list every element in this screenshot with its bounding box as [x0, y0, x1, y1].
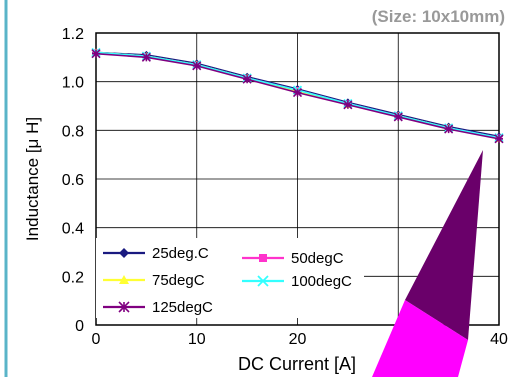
- x-tick-label: 0: [92, 331, 101, 348]
- data-point: [91, 49, 101, 59]
- y-tick-label: 1.2: [62, 26, 84, 43]
- series-125degC: [91, 49, 504, 144]
- y-tick-label: 0.4: [62, 221, 84, 238]
- callout-light-part: [372, 300, 468, 377]
- x-tick-label: 40: [490, 331, 508, 348]
- data-point: [259, 254, 267, 262]
- legend-item-50degC: 50degC: [242, 250, 344, 267]
- legend-label: 75degC: [152, 272, 205, 289]
- legend-label: 125degC: [152, 299, 213, 316]
- data-point: [119, 275, 129, 284]
- x-axis-label: DC Current [A]: [238, 354, 356, 374]
- series-lines: [91, 47, 504, 144]
- size-annotation: (Size: 10x10mm): [372, 7, 505, 26]
- legend-item-75degC: 75degC: [103, 272, 205, 289]
- callout-dark-part: [405, 150, 483, 340]
- legend-label: 100degC: [291, 273, 352, 290]
- legend: 25deg.C 50degC 75degC 100degC 125degC: [96, 238, 364, 318]
- y-tick-label: 0.2: [62, 269, 84, 286]
- data-point: [292, 88, 303, 98]
- legend-label: 50degC: [291, 250, 344, 267]
- x-tick-label: 20: [289, 331, 307, 348]
- data-point: [393, 112, 403, 122]
- y-tick-label: 0.8: [62, 123, 84, 140]
- legend-label: 25deg.C: [152, 245, 209, 262]
- data-point: [257, 275, 269, 287]
- y-axis-label: Inductance [μ H]: [23, 117, 42, 241]
- legend-box: [96, 238, 364, 318]
- data-point: [343, 100, 353, 110]
- y-tick-label: 0: [75, 318, 84, 335]
- y-tick-label: 0.6: [62, 172, 84, 189]
- plot-area: [95, 32, 500, 326]
- data-point: [494, 134, 504, 144]
- y-tick-labels: 0 0.2 0.4 0.6 0.8 1.0 1.2: [62, 26, 84, 335]
- x-tick-label: 10: [188, 331, 206, 348]
- callout-shape: [372, 150, 483, 377]
- data-point: [242, 74, 252, 84]
- legend-item-25deg.C: 25deg.C: [103, 245, 209, 262]
- legend-item-125degC: 125degC: [103, 299, 213, 316]
- legend-item-100degC: 100degC: [242, 273, 352, 290]
- data-point: [192, 61, 202, 71]
- data-point: [118, 301, 130, 313]
- y-tick-label: 1.0: [62, 75, 84, 92]
- data-point: [444, 124, 454, 134]
- data-point: [119, 248, 129, 258]
- data-point: [141, 52, 151, 62]
